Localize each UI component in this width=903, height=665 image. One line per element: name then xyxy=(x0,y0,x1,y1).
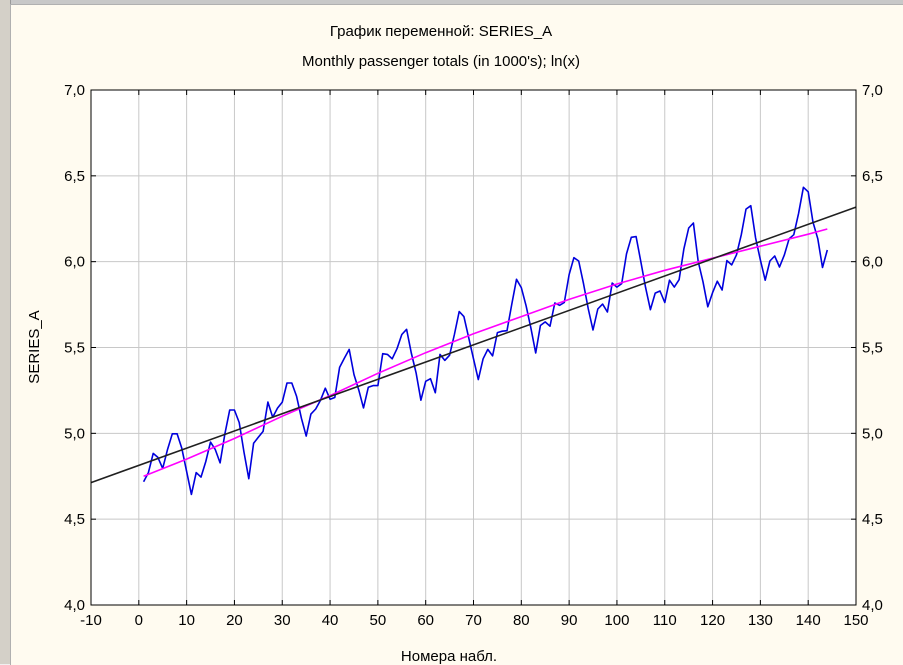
x-tick-label: 50 xyxy=(370,612,387,629)
y-tick-label-left: 4,0 xyxy=(64,597,85,614)
x-tick-label: 100 xyxy=(604,612,629,629)
y-tick-label-left: 6,5 xyxy=(64,168,85,185)
x-tick-label: -10 xyxy=(80,612,102,629)
x-tick-label: 150 xyxy=(843,612,868,629)
x-tick-label: 40 xyxy=(322,612,339,629)
x-tick-label: 90 xyxy=(561,612,578,629)
y-axis-label: SERIES_A xyxy=(26,310,43,383)
y-tick-label-right: 6,5 xyxy=(862,168,883,185)
y-tick-label-right: 4,5 xyxy=(862,511,883,528)
x-tick-label: 60 xyxy=(417,612,434,629)
y-tick-label-right: 4,0 xyxy=(862,597,883,614)
series-line-trend xyxy=(90,206,857,484)
y-tick-label-left: 4,5 xyxy=(64,511,85,528)
chart-subtitle: Monthly passenger totals (in 1000's); ln… xyxy=(302,53,580,70)
chart-title: График переменной: SERIES_A xyxy=(330,23,552,40)
x-tick-label: 120 xyxy=(700,612,725,629)
x-tick-label: 140 xyxy=(796,612,821,629)
line-chart: График переменной: SERIES_A Monthly pass… xyxy=(26,23,883,665)
x-tick-label: 20 xyxy=(226,612,243,629)
x-tick-label: 130 xyxy=(748,612,773,629)
x-tick-label: 70 xyxy=(465,612,482,629)
y-tick-label-right: 6,0 xyxy=(862,254,883,271)
x-axis-label: Номера набл. xyxy=(401,648,497,665)
x-tick-label: 110 xyxy=(653,612,677,629)
y-tick-label-right: 7,0 xyxy=(862,82,883,99)
y-tick-label-right: 5,5 xyxy=(862,340,883,357)
y-tick-label-right: 5,0 xyxy=(862,425,883,442)
series-lines xyxy=(90,89,857,606)
x-tick-label: 30 xyxy=(274,612,291,629)
grid-lines xyxy=(91,90,856,605)
x-tick-label: 10 xyxy=(178,612,195,629)
series-line-smoothed xyxy=(143,228,828,478)
y-tick-label-left: 7,0 xyxy=(64,82,85,99)
y-tick-label-left: 6,0 xyxy=(64,254,85,271)
x-tick-label: 0 xyxy=(135,612,143,629)
y-tick-label-left: 5,5 xyxy=(64,340,85,357)
series-line-data xyxy=(142,186,829,496)
chart-window: График переменной: SERIES_A Monthly pass… xyxy=(10,4,903,665)
axis-ticks: -10 0 10 20 30 40 50 60 70 80 90 100 110 120 130 140 150… xyxy=(64,82,883,629)
y-tick-label-left: 5,0 xyxy=(64,425,85,442)
x-tick-label: 80 xyxy=(513,612,530,629)
plot-border xyxy=(90,89,857,606)
